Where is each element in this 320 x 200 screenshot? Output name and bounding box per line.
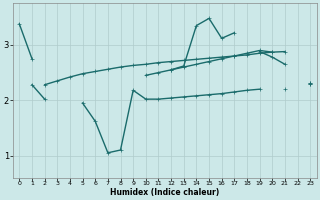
X-axis label: Humidex (Indice chaleur): Humidex (Indice chaleur): [110, 188, 220, 197]
